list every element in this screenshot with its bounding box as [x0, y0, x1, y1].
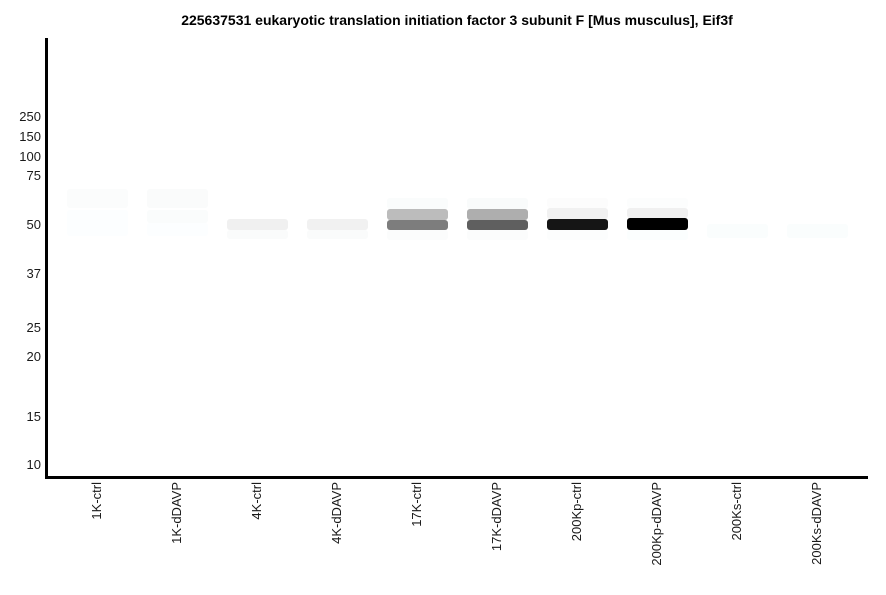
- lane-band: [386, 230, 448, 240]
- lane-band: [146, 189, 208, 208]
- lane-band: [546, 230, 608, 240]
- chart-title: 225637531 eukaryotic translation initiat…: [181, 12, 733, 28]
- lane-band: [546, 219, 608, 230]
- y-tick-label-50: 50: [26, 217, 41, 232]
- y-axis-line: [45, 38, 48, 479]
- y-tick-label-150: 150: [19, 129, 41, 144]
- y-tick-label-20: 20: [26, 349, 41, 364]
- lane-label: 17K-dDAVP: [489, 482, 504, 552]
- y-tick-label-25: 25: [26, 320, 41, 335]
- lane-band: [306, 230, 368, 239]
- y-tick-label-250: 250: [19, 109, 41, 124]
- lane-band: [466, 230, 528, 240]
- lane-band: [626, 218, 688, 230]
- lane-band: [226, 230, 288, 239]
- x-axis-line: [45, 476, 868, 479]
- lane-band: [626, 198, 688, 208]
- y-tick-label-10: 10: [26, 457, 41, 472]
- y-tick-label-100: 100: [19, 149, 41, 164]
- lane-band: [466, 209, 528, 220]
- lane-band: [466, 198, 528, 209]
- lane-label: 1K-dDAVP: [169, 482, 184, 544]
- lane-band: [226, 219, 288, 230]
- lane-band: [386, 220, 448, 230]
- lane-band: [546, 208, 608, 219]
- lane-band: [466, 220, 528, 230]
- lane-label: 200Kp-ctrl: [569, 482, 584, 542]
- lane-band: [626, 208, 688, 218]
- lane-band: [546, 198, 608, 208]
- lane-band: [706, 224, 768, 238]
- y-tick-label-37: 37: [26, 266, 41, 281]
- lane-band: [146, 223, 208, 236]
- lane-label: 200Kp-dDAVP: [649, 482, 664, 566]
- lane-band: [626, 230, 688, 240]
- lane-band: [66, 210, 128, 236]
- lane-label: 200Ks-dDAVP: [809, 482, 824, 565]
- lane-band: [66, 189, 128, 208]
- lane-band: [146, 210, 208, 223]
- lane-label: 4K-dDAVP: [329, 482, 344, 544]
- lane-band: [386, 209, 448, 220]
- lane-label: 4K-ctrl: [249, 482, 264, 520]
- lane-band: [386, 198, 448, 209]
- lane-label: 200Ks-ctrl: [729, 482, 744, 541]
- lane-label: 1K-ctrl: [89, 482, 104, 520]
- lane-band: [306, 219, 368, 230]
- lane-label: 17K-ctrl: [409, 482, 424, 527]
- y-tick-label-75: 75: [26, 168, 41, 183]
- y-tick-label-15: 15: [26, 409, 41, 424]
- lane-band: [786, 224, 848, 238]
